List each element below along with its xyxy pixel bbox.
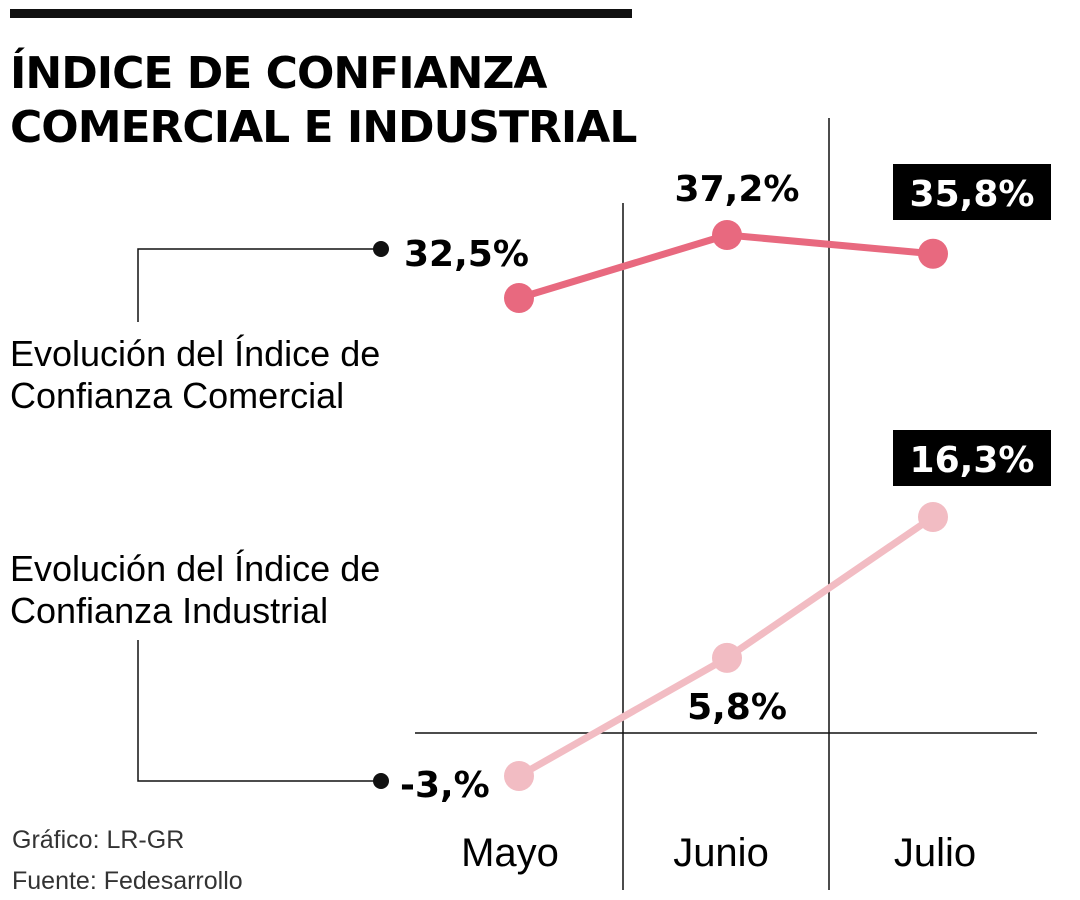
series-comercial — [504, 220, 948, 313]
point-industrial-mayo — [504, 761, 534, 791]
chart-title-line-1: ÍNDICE DE CONFIANZA — [10, 46, 547, 99]
label-comercial-junio: 37,2% — [675, 169, 800, 210]
point-comercial-mayo — [504, 283, 534, 313]
credit-source: Fuente: Fedesarrollo — [12, 867, 243, 895]
label-box-comercial-julio — [893, 164, 1051, 220]
point-comercial-julio — [918, 238, 948, 269]
legend-leader-industrial — [137, 640, 381, 782]
chart-title-line-2: COMERCIAL E INDUSTRIAL — [10, 102, 636, 153]
label-industrial-mayo: -3,% — [400, 765, 490, 806]
label-industrial-julio: 16,3% — [910, 440, 1035, 481]
label-comercial-julio: 35,8% — [910, 174, 1035, 215]
legend-industrial-line-1: Evolución del Índice de — [10, 548, 380, 589]
point-comercial-junio — [712, 220, 742, 250]
label-comercial-mayo: 32,5% — [404, 234, 529, 275]
legend-comercial-line-1: Evolución del Índice de — [10, 333, 380, 374]
credit-graphic: Gráfico: LR-GR — [12, 826, 184, 854]
x-tick-junio: Junio — [673, 831, 769, 875]
legend-leader-dot-industrial — [373, 773, 389, 789]
x-tick-julio: Julio — [894, 831, 976, 875]
legend-industrial-line-2: Confianza Industrial — [10, 590, 328, 631]
point-industrial-junio — [712, 642, 742, 673]
label-industrial-junio: 5,8% — [687, 687, 787, 728]
x-tick-mayo: Mayo — [461, 831, 559, 875]
label-box-industrial-julio — [893, 430, 1051, 486]
legend-leader-comercial — [137, 248, 381, 322]
legend-comercial-line-2: Confianza Comercial — [10, 375, 344, 416]
top-rule — [10, 9, 632, 18]
legend-leader-dot-comercial — [373, 241, 389, 257]
series-industrial — [504, 502, 948, 791]
point-industrial-julio — [918, 502, 948, 532]
